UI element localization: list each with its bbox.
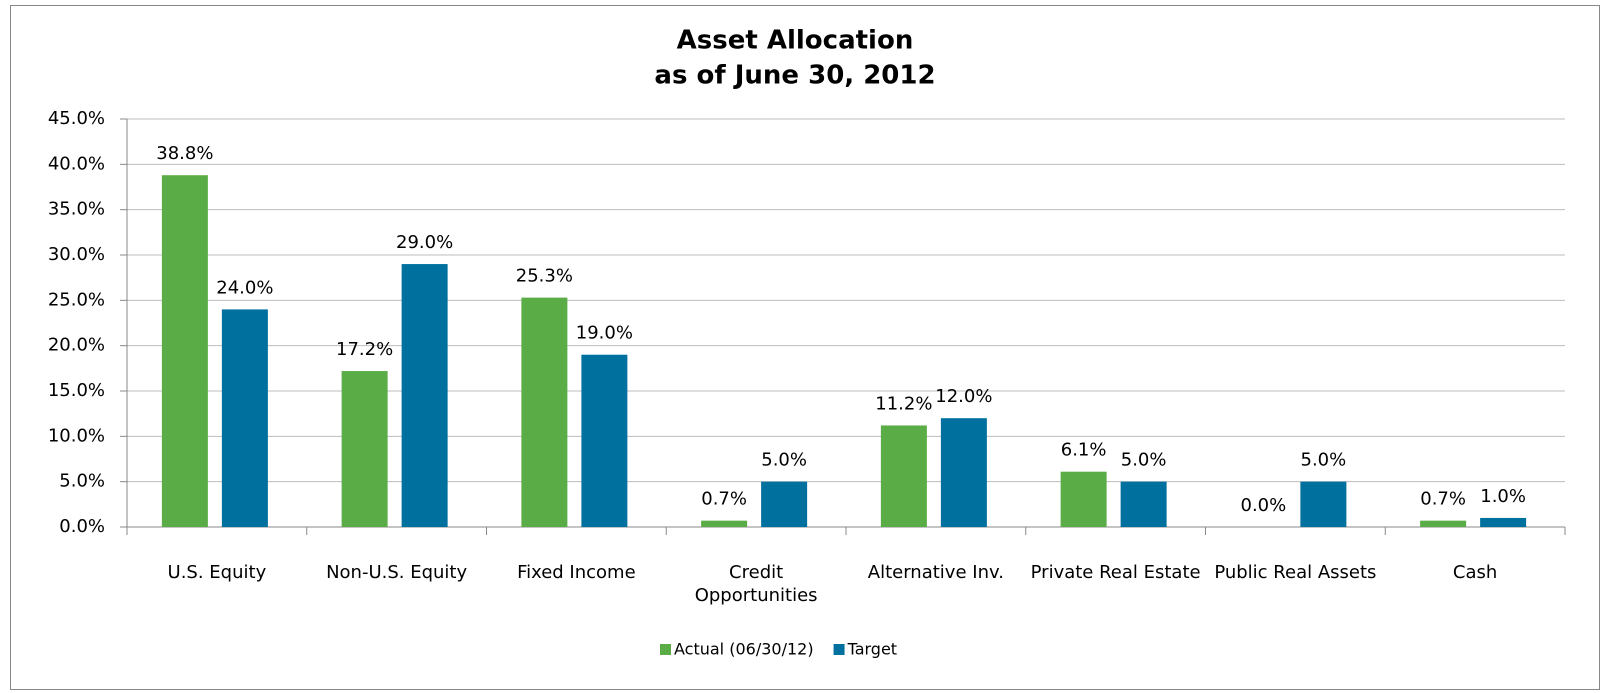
value-label: 6.1% [1061,440,1107,461]
legend-swatch [660,644,671,655]
value-label: 1.0% [1480,486,1526,507]
legend-label: Target [847,640,898,659]
bar [880,425,927,527]
value-label: 29.0% [396,232,453,253]
bar [1120,481,1167,527]
y-tick-label: 0.0% [59,516,105,537]
value-label: 17.2% [336,339,393,360]
value-label: 5.0% [761,450,807,471]
bar [401,264,448,527]
x-tick-label: Alternative Inv. [867,562,1004,583]
value-label: 0.7% [701,489,747,510]
x-tick-label: Non-U.S. Equity [326,562,468,583]
bar [701,520,748,527]
legend-label: Actual (06/30/12) [674,640,814,659]
bar [761,481,808,527]
bar [221,309,268,527]
value-label: 24.0% [216,277,273,298]
bar [1480,517,1527,527]
value-label: 19.0% [576,323,633,344]
x-tick-label: Cash [1452,562,1498,583]
bar [1300,481,1347,527]
bar [581,354,628,527]
bar [1420,520,1467,527]
bar [341,371,388,527]
bar [940,418,987,527]
x-tick-label: Private Real Estate [1030,562,1201,583]
y-tick-label: 35.0% [48,199,105,220]
y-tick-label: 25.0% [48,289,105,310]
y-tick-label: 15.0% [48,380,105,401]
value-label: 12.0% [935,386,992,407]
chart-title: Asset Allocation [677,26,914,56]
y-tick-label: 20.0% [48,335,105,356]
x-tick-label: Public Real Assets [1214,562,1377,583]
bar [521,297,568,527]
y-tick-label: 45.0% [48,108,105,129]
x-tick-label: Credit Opportunities [694,562,818,606]
bar [1060,471,1107,527]
x-tick-label: U.S. Equity [167,562,267,583]
y-tick-label: 40.0% [48,153,105,174]
value-label: 5.0% [1121,450,1167,471]
bar [161,175,208,528]
x-tick-label: Fixed Income [517,562,636,583]
chart-subtitle: as of June 30, 2012 [654,61,935,91]
value-label: 38.8% [156,143,213,164]
y-tick-label: 10.0% [48,425,105,446]
value-label: 0.0% [1241,495,1287,516]
value-label: 5.0% [1301,450,1347,471]
y-tick-label: 30.0% [48,244,105,265]
legend-swatch [833,644,845,655]
y-tick-label: 5.0% [59,471,105,492]
value-label: 11.2% [875,393,932,414]
value-label: 0.7% [1420,489,1466,510]
value-label: 25.3% [516,266,573,287]
